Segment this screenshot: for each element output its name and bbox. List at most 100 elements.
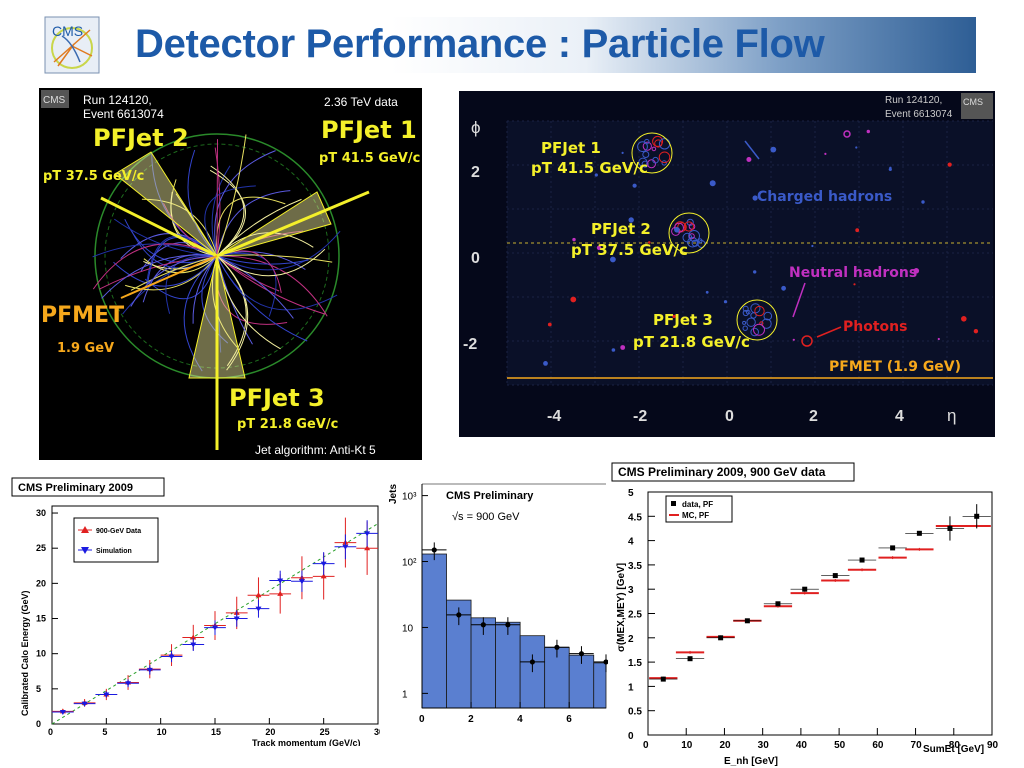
- photon-deposit: [801, 335, 813, 347]
- particle-track: [216, 255, 294, 319]
- chart3-data-point: [859, 557, 865, 563]
- chart2-x-tick-label: 4: [517, 714, 523, 725]
- chart1-data-point: [190, 634, 197, 640]
- pfjet1-label: PFJet 1: [321, 116, 417, 144]
- legend-data-label: 900-GeV Data: [96, 528, 141, 535]
- chart1-y-tick-label: 30: [36, 508, 46, 518]
- chart1-sim-point: [168, 654, 175, 660]
- particle-track: [92, 243, 218, 290]
- particle-deposit: [594, 173, 598, 177]
- particle-deposit: [761, 318, 772, 329]
- chart1-data-point: [320, 573, 327, 579]
- chart3-x-tick-label: 0: [643, 740, 649, 751]
- particle-deposit: [753, 323, 765, 336]
- particle-track: [192, 255, 218, 324]
- chart3-x-tick-label: 30: [758, 740, 770, 751]
- particle-deposit: [973, 329, 979, 334]
- chart1-x-tick-label: 5: [102, 727, 107, 737]
- particle-deposit: [688, 223, 696, 230]
- x-tick-minus2: -2: [633, 408, 647, 425]
- chart3-legend: [665, 495, 733, 523]
- particle-deposit: [570, 296, 577, 303]
- legend-pfmc-label: MC, PF: [682, 511, 709, 520]
- chart2-x-tick-label: 2: [468, 714, 474, 725]
- particle-track: [216, 248, 326, 277]
- particle-deposit: [811, 244, 814, 248]
- particle-deposit: [697, 238, 703, 244]
- chart1-ylabel: Calibrated Calo Energy (GeV): [20, 590, 30, 716]
- particle-deposit: [753, 270, 757, 274]
- chart3-y-tick-label: 1: [628, 682, 634, 693]
- particle-track: [216, 255, 328, 317]
- photons-label: Photons: [843, 319, 907, 335]
- particle-track: [214, 150, 276, 257]
- chart3-title-box: [611, 462, 855, 482]
- chart1-sim-point: [255, 606, 262, 612]
- cms-mini-logo-text: CMS: [43, 95, 66, 106]
- chart1-marks: 0 5 10 15 20 25 30 0 5 10 15 20 25 30: [36, 508, 380, 737]
- charged-hadrons-label: Charged hadrons: [757, 189, 892, 205]
- particle-deposit: [682, 232, 693, 243]
- particle-track: [147, 236, 218, 284]
- chart1-legend: [73, 517, 159, 563]
- chart1-y-tick-label: 10: [36, 649, 46, 659]
- cms-mini-logo: [41, 90, 69, 108]
- particle-deposit: [596, 245, 602, 250]
- particle-deposit: [632, 183, 637, 188]
- event-display-map-svg: ϕ η 2 0 -2 -4 -2 0 2 4 CMS Run 124120, E…: [459, 91, 995, 437]
- particle-track: [144, 255, 218, 300]
- chart2-y-tick-label: 10²: [402, 558, 417, 569]
- pfjet1-pt: pT 41.5 GeV/c: [319, 151, 420, 166]
- chart3-y-tick-label: 0: [628, 731, 634, 742]
- chart1-x-tick-label: 10: [157, 727, 167, 737]
- chart2-y-tick-label: 1: [402, 689, 408, 700]
- particle-deposit: [888, 167, 892, 171]
- cms-mini-logo: [961, 93, 993, 119]
- particle-track: [216, 255, 249, 371]
- chart3-y-tick-label: 4.5: [628, 512, 642, 523]
- chart3-x-tick-label: 10: [681, 740, 693, 751]
- particle-track: [187, 149, 218, 257]
- particle-deposit: [705, 290, 709, 294]
- chart1-y-tick-label: 0: [36, 719, 41, 729]
- event-number: Event 6613074: [83, 107, 164, 121]
- legend-data-marker: [81, 526, 89, 533]
- particle-deposit: [638, 157, 648, 167]
- particle-track: [211, 165, 231, 257]
- neutral-hadrons-label: Neutral hadrons: [789, 265, 917, 281]
- particle-deposit: [641, 160, 649, 168]
- chart3-x-tick-label: 50: [834, 740, 846, 751]
- particle-track: [216, 255, 309, 265]
- neutral-arrow: [792, 282, 806, 318]
- particle-deposit: [746, 157, 752, 162]
- chart3-data-point: [687, 656, 693, 662]
- chart2-sim-bar: [593, 662, 607, 709]
- chart3-x-tick-label: 40: [796, 740, 808, 751]
- x-tick-0: 0: [725, 408, 734, 425]
- chart2-marks: 1 10 10² 10³ 0 2 4 6: [402, 484, 608, 725]
- particle-deposit: [661, 160, 667, 166]
- particle-deposit: [937, 337, 940, 341]
- particle-deposit: [746, 317, 756, 327]
- chart3-x-tick-label: 80: [949, 740, 961, 751]
- chart1-y-tick-label: 20: [36, 578, 46, 588]
- particle-deposit: [913, 268, 920, 274]
- chart2-y-tick-label: 10: [402, 623, 414, 634]
- chart3-title: CMS Preliminary 2009, 900 GeV data: [618, 465, 826, 479]
- particle-deposit: [642, 151, 650, 158]
- map-run-number: Run 124120,: [885, 95, 942, 106]
- particle-deposit: [750, 327, 760, 337]
- chart2-data-point: [578, 651, 585, 657]
- particle-deposit: [652, 156, 659, 164]
- chart1-data-point: [277, 590, 284, 596]
- chart2-ylabel: Jets: [388, 484, 399, 504]
- chart1-sim-point: [364, 531, 371, 537]
- map-pfjet2-pt: pT 37.5 GeV/c: [571, 241, 688, 259]
- particle-deposit: [752, 195, 758, 201]
- jet-algorithm-label: Jet algorithm: Anti-Kt 5: [255, 443, 376, 457]
- chart3-x-tick-label: 70: [911, 740, 923, 751]
- particle-track: [201, 255, 229, 344]
- event-display-eta-phi: ϕ η 2 0 -2 -4 -2 0 2 4 CMS Run 124120, E…: [459, 91, 995, 437]
- particle-deposit: [792, 338, 795, 341]
- particle-deposit: [628, 217, 634, 223]
